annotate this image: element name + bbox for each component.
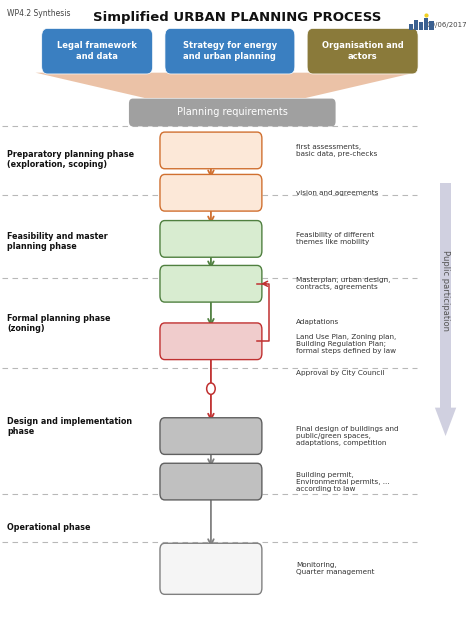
FancyBboxPatch shape [307,28,418,74]
FancyBboxPatch shape [129,99,336,126]
FancyBboxPatch shape [42,28,153,74]
Text: Feasibility studies: Feasibility studies [170,234,252,243]
FancyBboxPatch shape [419,22,423,30]
Text: Puplic participation: Puplic participation [441,250,450,331]
FancyBboxPatch shape [429,21,434,30]
Text: 09/06/2017: 09/06/2017 [426,22,467,28]
FancyBboxPatch shape [160,265,262,302]
FancyBboxPatch shape [160,323,262,360]
Text: Land Use Plan, Zoning plan,
Building Regulation Plan;
formal steps defined by la: Land Use Plan, Zoning plan, Building Reg… [296,334,396,355]
Circle shape [207,383,215,394]
FancyBboxPatch shape [160,463,262,500]
Text: Organisation and
actors: Organisation and actors [322,42,403,61]
FancyBboxPatch shape [160,221,262,257]
FancyBboxPatch shape [160,174,262,211]
Text: Formal planning phase
(zoning): Formal planning phase (zoning) [7,314,110,333]
Text: Preparatory planning phase
(exploration, scoping): Preparatory planning phase (exploration,… [7,150,134,169]
Text: Feasibility of different
themes like mobility: Feasibility of different themes like mob… [296,233,374,245]
Text: Approval by City Council: Approval by City Council [296,370,384,376]
Text: Zoning: Zoning [195,337,227,346]
Text: Master planning: Master planning [174,279,247,288]
FancyBboxPatch shape [160,132,262,169]
Text: Planning requirements: Planning requirements [177,107,288,118]
Text: Policy: Policy [198,188,224,197]
Text: Simplified URBAN PLANNING PROCESS: Simplified URBAN PLANNING PROCESS [93,11,381,24]
Text: Design and implementation
phase: Design and implementation phase [7,417,132,436]
Text: Masterplan, urban design,
contracts, agreements: Masterplan, urban design, contracts, agr… [296,277,391,290]
FancyBboxPatch shape [424,18,428,30]
Text: Legal framework
and data: Legal framework and data [57,42,137,61]
Text: Final design of buildings and
public/green spaces,
adaptations, competition: Final design of buildings and public/gre… [296,426,399,446]
Text: WP4.2 Synthesis: WP4.2 Synthesis [7,9,71,18]
Text: first assessments,
basic data, pre-checks: first assessments, basic data, pre-check… [296,144,378,157]
Text: Building permit,
Environmental permits, ...
according to law: Building permit, Environmental permits, … [296,471,390,492]
Text: First analysis: First analysis [182,146,240,155]
Text: Operational phase: Operational phase [7,523,91,532]
Text: Monitoring,
Quarter management: Monitoring, Quarter management [296,562,375,575]
FancyBboxPatch shape [409,24,413,30]
Text: vision and agreements: vision and agreements [296,190,379,196]
Polygon shape [435,408,456,436]
Text: Permits: Permits [194,477,228,486]
FancyBboxPatch shape [414,20,418,30]
FancyBboxPatch shape [160,544,262,594]
FancyBboxPatch shape [160,418,262,454]
Text: Quality
management: Quality management [181,559,241,578]
Text: Feasibility and master
planning phase: Feasibility and master planning phase [7,232,108,251]
Polygon shape [36,73,415,98]
FancyBboxPatch shape [165,28,295,74]
FancyBboxPatch shape [440,183,451,408]
Text: Strategy for energy
and urban planning: Strategy for energy and urban planning [183,42,277,61]
Text: Design: Design [195,432,227,441]
Text: Adaptations: Adaptations [296,319,339,325]
